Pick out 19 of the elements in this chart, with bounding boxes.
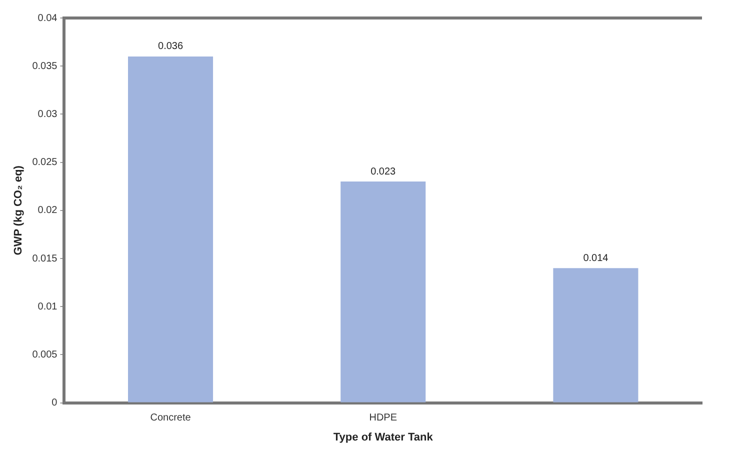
bar (340, 182, 426, 402)
y-tick-label: 0.025 (32, 157, 58, 168)
y-tick-label: 0.005 (32, 349, 58, 360)
y-axis-title: GWP (kg CO₂ eq) (12, 165, 25, 256)
y-tick-label: 0.01 (38, 301, 58, 312)
bar (128, 56, 214, 402)
y-tick-label: 0.03 (38, 108, 58, 120)
bar (553, 268, 638, 402)
y-tick-label: 0.035 (32, 60, 58, 72)
x-axis-title: Type of Water Tank (333, 431, 434, 444)
data-label: 0.036 (158, 41, 184, 52)
x-tick-label: Concrete (150, 412, 192, 424)
y-tick-label: 0 (52, 398, 58, 409)
y-tick-label: 0.015 (32, 253, 58, 264)
y-tick-label: 0.02 (38, 205, 58, 216)
x-tick-label: HDPE (369, 412, 398, 424)
y-tick-label: 0.04 (38, 12, 58, 24)
data-label: 0.023 (370, 166, 396, 178)
data-label: 0.014 (583, 252, 609, 264)
